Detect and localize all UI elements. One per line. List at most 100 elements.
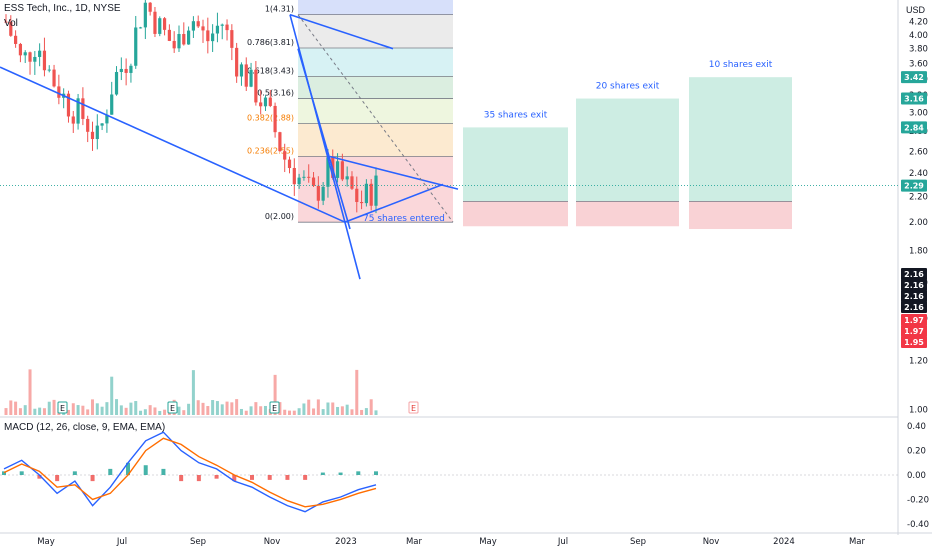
- time-tick-label: 2024: [773, 537, 795, 547]
- candle-body: [143, 2, 147, 28]
- position-target-zone: [689, 77, 792, 202]
- volume-bar: [297, 408, 301, 415]
- candle-body: [311, 177, 316, 186]
- candle-body: [249, 69, 253, 87]
- candle-body: [4, 21, 8, 23]
- position-target-zone: [463, 127, 568, 202]
- candle-body: [57, 86, 61, 98]
- macd-histogram-bar: [374, 471, 378, 475]
- volume-bar: [307, 399, 311, 415]
- macd-histogram-bar: [143, 465, 148, 475]
- candle-body: [124, 68, 128, 73]
- candle-body: [138, 27, 143, 29]
- candle-body: [316, 185, 320, 201]
- macd-histogram-bar: [179, 475, 184, 482]
- volume-bar: [143, 409, 147, 415]
- fib-zone: [298, 0, 453, 15]
- time-tick-label: Jul: [116, 537, 127, 547]
- volume-bar: [153, 407, 157, 415]
- time-tick-label: Mar: [849, 537, 866, 547]
- price-tag-value: 2.29: [904, 182, 924, 191]
- volume-bar: [187, 403, 191, 415]
- trend-line: [289, 13, 394, 50]
- price-tick-label: 2.60: [909, 147, 928, 157]
- macd-histogram-bar: [90, 475, 95, 482]
- macd-tick-label: 0.20: [907, 447, 926, 457]
- volume-bar: [119, 405, 123, 415]
- price-tag-value: 2.84: [904, 123, 924, 132]
- candle-body: [182, 34, 186, 45]
- volume-bar: [9, 400, 13, 415]
- candle-body: [273, 105, 277, 133]
- position-stop-zone: [689, 201, 792, 230]
- candle-body: [162, 18, 167, 30]
- volume-bar: [316, 399, 320, 415]
- candle-body: [244, 64, 248, 87]
- macd-label[interactable]: MACD (12, 26, close, 9, EMA, EMA): [4, 422, 166, 433]
- time-tick-label: Jul: [557, 537, 568, 547]
- macd-histogram-bar: [267, 475, 272, 480]
- macd-histogram-bar: [214, 475, 219, 479]
- entry-annotation: 75 shares entered: [363, 214, 445, 224]
- candle-body: [206, 30, 210, 42]
- price-tag-value: 1.95: [904, 338, 924, 347]
- macd-series-line: [3, 431, 377, 513]
- volume-bar: [18, 408, 22, 415]
- position-target-zone: [576, 98, 679, 202]
- candle-body: [9, 21, 13, 36]
- candle-body: [225, 24, 229, 31]
- candle-body: [119, 68, 123, 72]
- price-tick-label: 1.00: [909, 406, 928, 416]
- volume-bar: [345, 404, 349, 415]
- position-label: 35 shares exit: [484, 110, 548, 120]
- macd-histogram-bar: [250, 475, 254, 480]
- price-tag: [901, 92, 927, 105]
- price-tick-label: 3.60: [909, 59, 928, 69]
- candle-body: [235, 47, 239, 77]
- volume-bar: [28, 369, 32, 415]
- price-tick-label: 4.00: [909, 31, 928, 41]
- candle-body: [326, 157, 330, 187]
- price-tick-label: 3.80: [909, 45, 928, 55]
- candle-body: [364, 183, 368, 204]
- price-tag: [901, 290, 927, 302]
- macd-histogram-bar: [196, 475, 201, 482]
- candle-body: [52, 69, 56, 87]
- time-tick-label: 2023: [335, 537, 357, 547]
- candle-body: [345, 176, 349, 180]
- symbol-title[interactable]: ESS Tech, Inc., 1D, NYSE: [4, 3, 121, 14]
- candle-body: [18, 43, 23, 56]
- candle-body: [201, 26, 205, 31]
- volume-bar: [360, 409, 364, 415]
- candle-body: [259, 102, 263, 107]
- candle-body: [42, 50, 47, 71]
- earnings-marker: [408, 401, 419, 414]
- candle-body: [297, 177, 301, 185]
- price-tag: [901, 71, 927, 84]
- volume-bar: [76, 405, 80, 415]
- candle-body: [33, 56, 37, 62]
- price-tag: [901, 179, 927, 192]
- volume-bar: [206, 406, 210, 415]
- price-tag: [901, 336, 927, 348]
- price-tag-value: 1.97: [904, 327, 924, 336]
- volume-bar: [71, 403, 75, 415]
- candle-body: [38, 50, 42, 57]
- volume-bar: [288, 410, 292, 415]
- candle-body: [14, 35, 18, 44]
- macd-tick-label: 0.00: [907, 471, 926, 481]
- volume-bar: [350, 409, 354, 415]
- candle-body: [263, 97, 268, 107]
- macd-series-line: [3, 437, 377, 508]
- price-tag-value: 2.16: [904, 303, 924, 312]
- volume-bar: [244, 410, 248, 415]
- candle-body: [268, 97, 272, 106]
- candle-body: [307, 176, 311, 178]
- volume-bar: [355, 369, 359, 415]
- candle-body: [278, 132, 282, 152]
- time-tick-label: Sep: [630, 537, 646, 547]
- candle-body: [321, 186, 325, 201]
- price-tick-label: 3.00: [909, 109, 928, 119]
